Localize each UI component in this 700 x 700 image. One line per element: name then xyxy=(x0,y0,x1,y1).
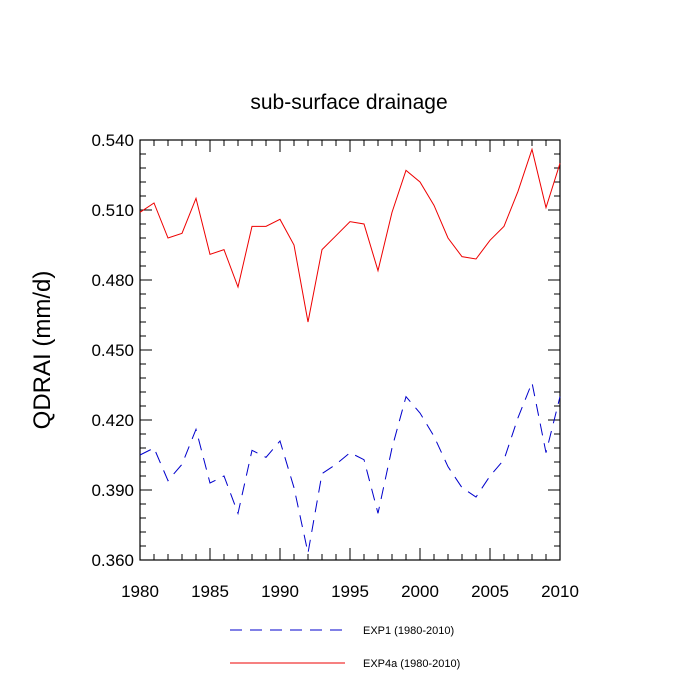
tick-labels: 1980 1985 1990 1995 2000 2005 2010 0.360 0.390 0.… xyxy=(91,131,578,601)
legend-label: EXP4a (1980-2010) xyxy=(363,658,460,670)
y-tick-label: 0.390 xyxy=(91,481,134,500)
x-tick-label: 1995 xyxy=(331,582,369,601)
plot-frame xyxy=(139,139,561,561)
x-tick-label: 1980 xyxy=(121,582,159,601)
chart-title: sub-surface drainage xyxy=(250,91,447,114)
series-line-1 xyxy=(139,380,561,554)
y-tick-label: 0.360 xyxy=(91,551,134,570)
y-tick-label: 0.450 xyxy=(91,341,134,360)
legend-label: EXP1 (1980-2010) xyxy=(363,625,454,637)
y-tick-label: 0.420 xyxy=(91,411,134,430)
y-tick-label: 0.510 xyxy=(91,201,134,220)
legend: EXP1 (1980-2010) EXP4a (1980-2010) xyxy=(230,625,460,670)
x-tick-label: 2005 xyxy=(471,582,509,601)
y-axis-label: QDRAI (mm/d) xyxy=(29,271,56,430)
x-tick-label: 2000 xyxy=(401,582,439,601)
series-layer xyxy=(139,147,561,554)
x-tick-label: 1985 xyxy=(191,582,229,601)
x-tick-label: 2010 xyxy=(541,582,579,601)
y-tick-label: 0.540 xyxy=(91,131,134,150)
y-tick-label: 0.480 xyxy=(91,271,134,290)
series-line-2 xyxy=(139,147,561,323)
x-tick-label: 1990 xyxy=(261,582,299,601)
axis-ticks xyxy=(139,139,561,561)
